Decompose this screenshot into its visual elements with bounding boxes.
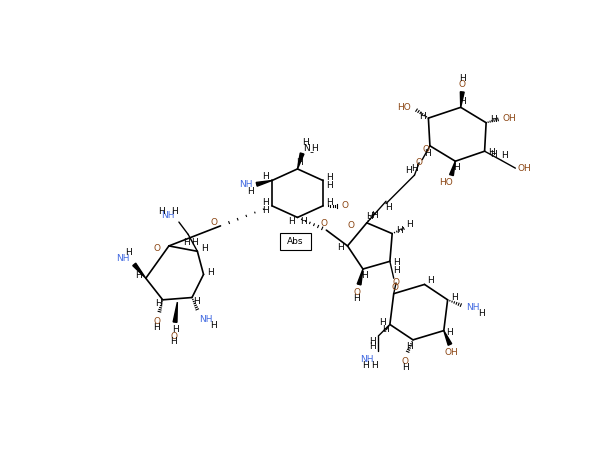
Text: H: H <box>201 245 207 253</box>
Text: NH: NH <box>199 315 212 323</box>
Text: NH: NH <box>239 180 253 189</box>
Text: H: H <box>193 297 200 306</box>
Polygon shape <box>173 302 177 322</box>
Text: HO: HO <box>439 178 453 187</box>
Text: H: H <box>382 325 389 334</box>
Text: H: H <box>247 187 254 196</box>
Text: H: H <box>135 272 142 280</box>
Text: O: O <box>153 317 160 326</box>
Text: H: H <box>402 363 409 372</box>
Text: O: O <box>321 219 327 229</box>
Text: -: - <box>309 147 313 157</box>
Text: H: H <box>453 163 460 172</box>
Text: O: O <box>459 81 466 89</box>
Text: H: H <box>262 198 269 207</box>
Text: O: O <box>422 145 430 154</box>
Text: H: H <box>490 150 497 159</box>
Text: O: O <box>392 278 400 287</box>
Text: H: H <box>411 164 418 174</box>
Text: H: H <box>459 74 466 83</box>
Text: OH: OH <box>518 164 531 173</box>
Text: H: H <box>262 206 269 215</box>
Text: H: H <box>459 97 466 106</box>
Text: NH: NH <box>360 355 373 365</box>
Text: H: H <box>370 337 376 346</box>
Text: H: H <box>362 361 368 370</box>
Text: O: O <box>153 245 160 253</box>
Text: H: H <box>371 211 378 220</box>
Text: H: H <box>488 148 495 157</box>
Text: H: H <box>155 299 162 308</box>
Text: Abs: Abs <box>287 237 304 246</box>
Text: H: H <box>406 342 412 350</box>
Text: H: H <box>405 166 412 175</box>
Text: H: H <box>361 272 368 280</box>
Text: H: H <box>393 266 400 275</box>
Text: H: H <box>296 158 303 167</box>
Text: NH: NH <box>162 212 175 220</box>
Text: O: O <box>211 218 218 227</box>
Polygon shape <box>297 153 304 169</box>
Polygon shape <box>357 269 363 285</box>
Text: N: N <box>304 144 310 153</box>
Text: H: H <box>501 151 508 159</box>
Text: H: H <box>447 328 453 338</box>
Text: H: H <box>371 361 378 370</box>
Text: HO: HO <box>397 103 411 112</box>
Text: H: H <box>424 149 431 158</box>
Text: H: H <box>478 309 485 318</box>
Text: H: H <box>170 337 177 346</box>
Text: H: H <box>207 267 214 277</box>
Polygon shape <box>133 263 146 278</box>
Text: H: H <box>159 207 165 216</box>
Polygon shape <box>256 180 272 186</box>
Text: H: H <box>427 276 434 285</box>
Text: H: H <box>353 294 360 303</box>
Text: H: H <box>451 293 458 302</box>
Text: NH: NH <box>466 303 480 312</box>
Text: O: O <box>392 283 399 292</box>
Text: H: H <box>406 220 412 229</box>
Text: H: H <box>396 226 403 235</box>
Text: O: O <box>416 158 423 167</box>
Text: H: H <box>263 172 269 181</box>
Text: H: H <box>125 248 132 256</box>
Text: H: H <box>191 238 198 246</box>
Text: H: H <box>326 173 333 182</box>
Text: H: H <box>385 203 392 212</box>
Text: O: O <box>348 221 355 230</box>
Text: H: H <box>288 217 295 226</box>
Text: O: O <box>170 332 177 340</box>
Text: H: H <box>366 212 373 221</box>
Text: H: H <box>394 258 400 267</box>
Text: H: H <box>153 323 160 332</box>
Text: H: H <box>379 318 386 327</box>
Polygon shape <box>460 92 464 107</box>
Text: H: H <box>183 238 190 246</box>
Text: H: H <box>419 112 425 121</box>
Text: H: H <box>490 115 496 124</box>
Text: H: H <box>326 180 333 190</box>
Text: H: H <box>370 342 376 350</box>
Text: O: O <box>341 201 349 210</box>
Text: O: O <box>353 288 360 297</box>
Text: H: H <box>311 144 318 153</box>
Text: OH: OH <box>444 348 458 357</box>
Text: H: H <box>210 321 217 330</box>
Text: H: H <box>326 198 333 207</box>
Text: O: O <box>402 357 409 366</box>
Text: H: H <box>173 325 179 334</box>
Text: H: H <box>337 243 344 252</box>
Text: H: H <box>300 217 307 226</box>
Text: NH: NH <box>116 254 130 263</box>
Polygon shape <box>450 161 455 175</box>
Text: H: H <box>302 138 308 147</box>
Text: H: H <box>171 207 177 216</box>
Text: OH: OH <box>502 114 516 123</box>
Polygon shape <box>444 331 452 345</box>
